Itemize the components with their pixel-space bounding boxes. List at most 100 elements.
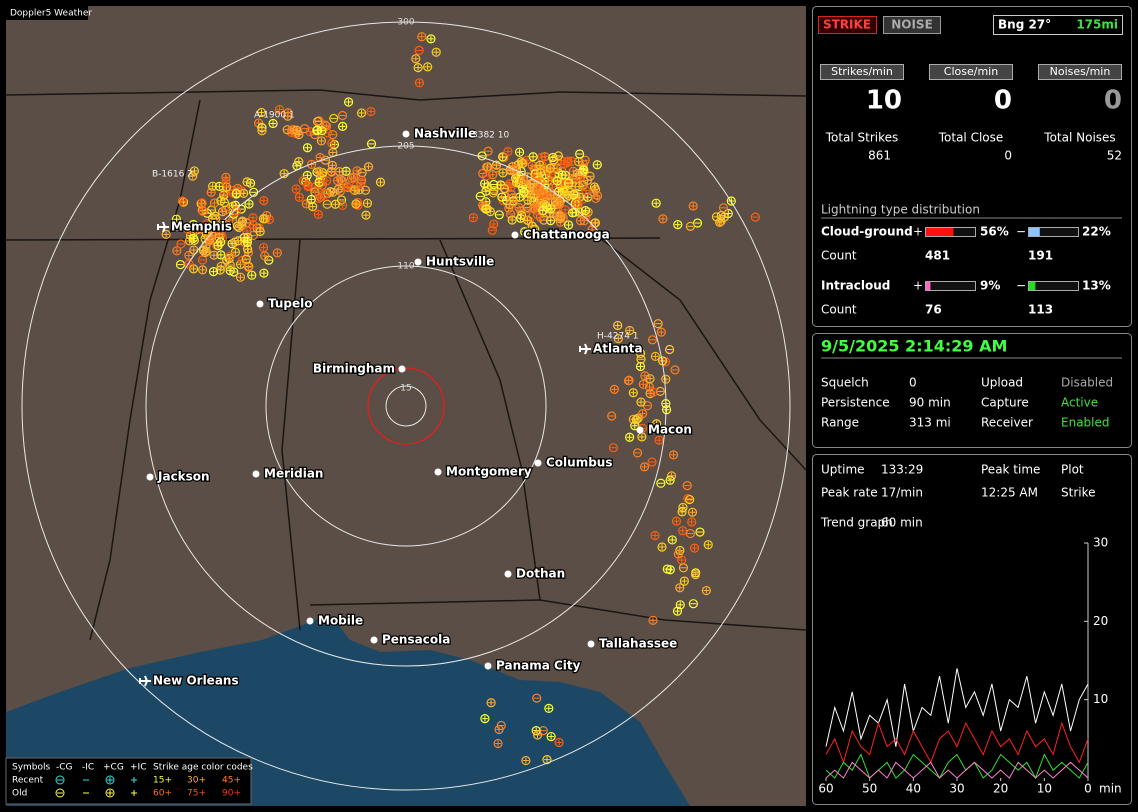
- strike-ring: [209, 198, 220, 208]
- strike-ring: [197, 198, 207, 208]
- strike-ring: [651, 198, 661, 208]
- strike-symbol: [557, 170, 567, 180]
- strike-ring: [188, 233, 199, 243]
- strike-symbol: [538, 206, 548, 216]
- x-tick-label: 60: [818, 782, 833, 796]
- strike-symbol: [695, 527, 705, 537]
- strike-ring: [414, 78, 425, 88]
- strike-ring: [256, 107, 267, 118]
- strike-symbol: [679, 576, 689, 586]
- strike-ring: [545, 163, 555, 173]
- strike-symbol: [498, 152, 508, 162]
- percent-label: 9%: [980, 279, 1000, 293]
- strike-symbol: [491, 163, 501, 173]
- strike-symbol: [337, 200, 348, 211]
- strike-ring: [313, 186, 324, 196]
- strike-symbol: [188, 171, 198, 181]
- total-value: 52: [1107, 149, 1122, 163]
- strike-ring: [496, 720, 506, 731]
- strike-ring: [655, 386, 665, 396]
- strike-ring: [703, 540, 713, 550]
- total-label: Total Close: [938, 131, 1004, 145]
- strike-symbol: [189, 166, 199, 176]
- strike-ring: [688, 201, 698, 211]
- strike-symbol: [607, 411, 617, 421]
- status-value: Enabled: [1061, 416, 1110, 430]
- strike-symbol: [197, 265, 208, 275]
- strike-ring: [672, 606, 683, 616]
- strike-symbol: [239, 233, 249, 243]
- strike-ring: [322, 176, 332, 186]
- strike-ring: [635, 361, 646, 372]
- border: [89, 99, 201, 641]
- percent-bar: [1029, 228, 1040, 236]
- strike-ring: [491, 163, 501, 173]
- percent-track: [925, 281, 976, 291]
- strike-ring: [671, 516, 682, 526]
- strike-ring: [313, 209, 323, 219]
- strike-symbol: [567, 156, 577, 166]
- strike-ring: [258, 214, 269, 224]
- strike-ring: [568, 208, 578, 218]
- strike-symbol: [536, 187, 546, 197]
- strike-symbol: [336, 195, 347, 205]
- strike-symbol: [538, 726, 548, 736]
- strike-ring: [336, 174, 346, 184]
- city-label: Meridian: [264, 467, 323, 481]
- strike-ring: [520, 227, 530, 237]
- age-code: 90+: [222, 789, 241, 799]
- strike-symbol: [572, 198, 582, 209]
- strike-ring: [241, 254, 251, 264]
- strike-ring: [227, 239, 237, 249]
- strike-symbol: [292, 125, 302, 135]
- strike-symbol: [635, 361, 646, 372]
- strike-ring: [259, 195, 269, 206]
- strike-symbol: [592, 160, 602, 170]
- x-unit: min: [1099, 782, 1122, 796]
- strike-symbol: [329, 113, 339, 124]
- rate-label-box: [1038, 64, 1122, 80]
- strike-symbol: [675, 583, 685, 593]
- strike-ring: [257, 126, 267, 136]
- strike-ring: [235, 272, 246, 282]
- rate-label: Strikes/min: [831, 65, 893, 78]
- strike-symbol: [559, 159, 569, 169]
- strike-symbol: [496, 720, 506, 731]
- strike-symbol: [687, 517, 697, 527]
- strike-ring: [527, 221, 537, 231]
- strike-symbol: [417, 32, 427, 42]
- strike-ring: [298, 176, 308, 186]
- strike-symbol: [171, 214, 181, 224]
- strike-symbol: [608, 443, 619, 453]
- strike-ring: [556, 212, 566, 222]
- strike-ring: [219, 197, 230, 208]
- strike-symbol: [563, 220, 574, 230]
- strike-ring: [539, 199, 550, 210]
- stat-label: Uptime: [821, 463, 865, 477]
- strike-symbol: [317, 126, 327, 136]
- strike-symbol: [554, 199, 565, 209]
- strike-ring: [592, 160, 602, 170]
- strike-symbol: [555, 210, 565, 220]
- strike-ring: [673, 549, 683, 559]
- city-dot: [402, 130, 410, 138]
- strike-symbol: [518, 175, 528, 185]
- strike-symbol: [243, 262, 254, 272]
- city-label: Chattanooga: [523, 228, 610, 242]
- strike-ring: [689, 543, 700, 553]
- strike-ring: [647, 457, 657, 467]
- strike-ring: [219, 188, 229, 198]
- strike-ring: [591, 193, 601, 204]
- strike-tag: 3382 10: [472, 131, 509, 141]
- stat-label: Trend graph: [820, 516, 893, 530]
- strike-symbol: [688, 201, 698, 211]
- city-dot: [414, 258, 422, 266]
- strike-symbol: [356, 175, 367, 185]
- strike-ring: [317, 126, 327, 136]
- city-label: Atlanta: [593, 342, 643, 356]
- strike-symbol: [411, 54, 421, 64]
- close-ring: [367, 367, 445, 445]
- strike-ring: [356, 175, 367, 185]
- strike-ring: [625, 432, 635, 442]
- strike-ring: [177, 196, 187, 206]
